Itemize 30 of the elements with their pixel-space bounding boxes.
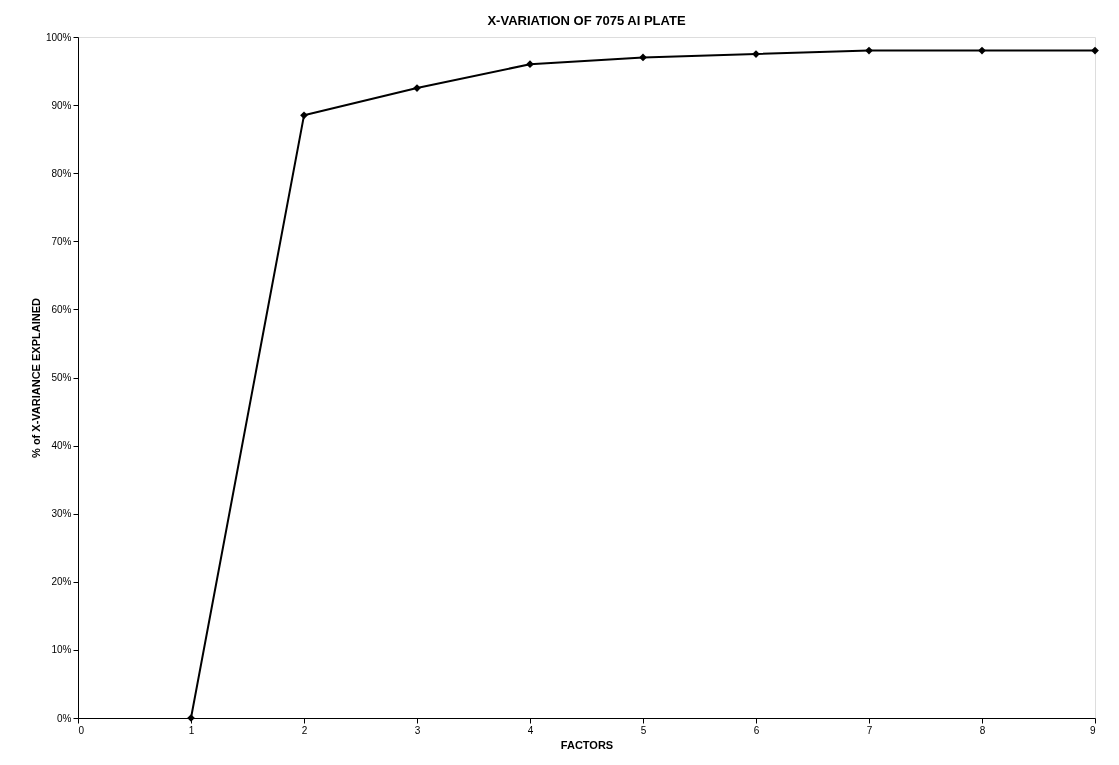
x-tick-label: 3 xyxy=(414,724,421,736)
point xyxy=(300,111,308,120)
x-tick-label: 4 xyxy=(527,724,534,736)
y-tick-label: 40% xyxy=(51,440,72,452)
y-tick-label: 90% xyxy=(51,99,72,111)
x-tick-label: 5 xyxy=(640,724,647,736)
x-tick-label: 0 xyxy=(78,724,85,736)
chart-title: X-VARIATION OF 7075 AI PLATE xyxy=(487,13,686,28)
y-tick-label: 50% xyxy=(51,372,72,383)
point xyxy=(978,46,986,55)
y-axis-title: % of X-VARIANCE EXPLAINED xyxy=(29,297,42,458)
x-axis-title: FACTORS xyxy=(560,738,614,751)
x-tick-label: 7 xyxy=(866,724,873,736)
y-tick-label: 60% xyxy=(51,303,72,315)
y-tick-label: 30% xyxy=(51,508,72,520)
point xyxy=(865,46,873,55)
x-tick-label: 6 xyxy=(753,724,760,736)
x-tick-label: 2 xyxy=(301,724,308,736)
x-tick-label: 1 xyxy=(188,724,195,736)
x-tick-label: 9 xyxy=(1089,724,1096,736)
y-tick-label: 20% xyxy=(51,576,72,588)
x-tick-label: 8 xyxy=(979,724,986,736)
point xyxy=(1091,46,1099,55)
y-tick-label: 10% xyxy=(51,644,72,656)
point xyxy=(639,53,647,62)
y-tick-label: 80% xyxy=(51,167,72,179)
point xyxy=(526,60,534,69)
y-tick-label: 0% xyxy=(57,712,72,724)
y-tick-label: 70% xyxy=(51,235,72,247)
y-tick-label: 100% xyxy=(45,31,72,43)
